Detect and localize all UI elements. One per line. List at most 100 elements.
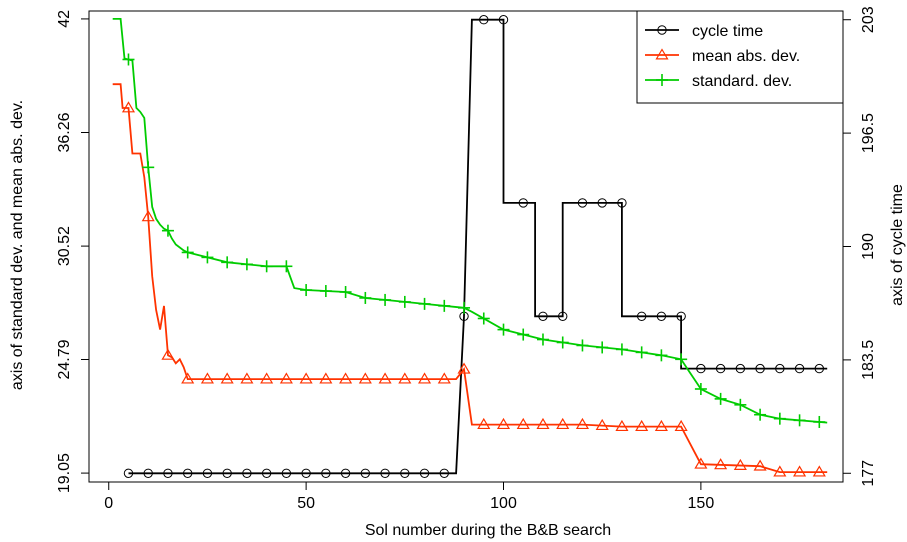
series-marker [200, 372, 214, 384]
series-marker [558, 311, 568, 321]
x-axis-label: Sol number during the B&B search [365, 522, 611, 539]
series-marker [398, 372, 412, 384]
series-marker [675, 353, 688, 366]
series-marker [576, 339, 589, 352]
series-marker [516, 417, 530, 430]
series-cycle-time [123, 15, 828, 478]
series-marker [595, 418, 609, 431]
series-marker [281, 468, 292, 478]
series-marker [242, 468, 252, 478]
series-marker [733, 458, 747, 470]
series-marker [418, 297, 431, 310]
legend-entry: mean abs. dev. [645, 48, 800, 65]
series-marker [121, 101, 136, 113]
series-marker [163, 468, 173, 478]
y-left-tick-label: 30.52 [56, 226, 73, 266]
legend-swatch-marker [656, 74, 668, 86]
y-right-tick-label: 177 [860, 460, 877, 487]
series-marker [279, 372, 293, 384]
series-marker [497, 323, 510, 336]
series-marker [734, 398, 747, 411]
series-marker [181, 246, 194, 259]
series-marker [378, 372, 392, 384]
series-marker [439, 468, 449, 478]
series-marker [479, 15, 489, 25]
series-marker [696, 363, 706, 374]
axes: 0 50 100 150 19.05 24.79 30.52 36.26 42 177 183.5 1… [56, 6, 877, 512]
series-marker [498, 15, 509, 25]
series-marker [773, 465, 787, 477]
y-right-tick-label: 203 [860, 6, 877, 33]
series-marker [143, 468, 153, 478]
legend-swatch-marker [657, 25, 667, 35]
series-marker [122, 53, 135, 66]
legend-label: cycle time [692, 23, 763, 40]
series-line [112, 18, 828, 424]
series-marker [655, 349, 668, 362]
series-marker [458, 301, 471, 314]
series-marker [812, 465, 826, 477]
series-marker [319, 285, 332, 298]
series-marker [674, 419, 688, 432]
series-marker [714, 392, 727, 405]
y-right-axis-label: axis of cycle time [889, 184, 906, 306]
series-marker [775, 363, 785, 374]
series-marker [220, 372, 234, 384]
y-left-tick-label: 36.26 [56, 112, 73, 152]
series-marker [260, 372, 274, 384]
series-marker [300, 284, 313, 297]
series-marker [538, 311, 548, 321]
series-marker [676, 311, 686, 321]
series-marker [161, 348, 175, 360]
series-marker [793, 414, 806, 427]
series-marker [754, 408, 767, 421]
x-tick-label: 100 [490, 495, 517, 512]
legend-entry: cycle time [645, 23, 763, 40]
series-marker [615, 343, 628, 356]
series-marker [201, 251, 214, 264]
legend: cycle time mean abs. dev. standard. dev. [636, 10, 844, 104]
legend-entry: standard. dev. [645, 73, 792, 90]
series-marker [556, 336, 569, 349]
series-marker [735, 363, 746, 374]
series-marker [615, 419, 629, 432]
series-marker [814, 363, 825, 374]
series-marker [142, 161, 155, 174]
series-marker [319, 372, 333, 384]
series-marker [261, 468, 272, 478]
y-left-tick-label: 24.79 [56, 339, 73, 379]
series-marker [339, 286, 352, 299]
series-marker [321, 468, 331, 478]
series-layer [112, 15, 828, 478]
x-tick-label: 150 [688, 495, 715, 512]
series-marker [755, 363, 765, 374]
series-marker [577, 198, 588, 208]
series-marker [715, 363, 726, 374]
series-marker [794, 363, 805, 374]
series-marker [617, 198, 627, 208]
series-marker [575, 417, 590, 430]
series-marker [301, 468, 311, 478]
series-marker [438, 299, 451, 312]
series-marker [635, 419, 649, 432]
series-marker [419, 468, 430, 478]
series-marker [359, 291, 372, 304]
series-marker [636, 311, 647, 321]
legend-label: mean abs. dev. [692, 48, 800, 65]
series-marker [773, 412, 786, 425]
legend-box [636, 10, 844, 104]
series-marker [656, 311, 667, 321]
series-marker [418, 372, 432, 384]
series-marker [477, 312, 490, 325]
series-marker [793, 465, 807, 477]
series-marker [221, 256, 234, 269]
legend-swatch-marker [655, 48, 669, 60]
series-marker [222, 468, 232, 478]
series-mean-abs-dev- [112, 83, 828, 477]
series-marker [597, 198, 607, 208]
series-marker [202, 468, 213, 478]
x-tick-label: 0 [104, 495, 113, 512]
y-right-tick-label: 190 [860, 233, 877, 260]
y-left-tick-label: 42 [56, 10, 73, 28]
